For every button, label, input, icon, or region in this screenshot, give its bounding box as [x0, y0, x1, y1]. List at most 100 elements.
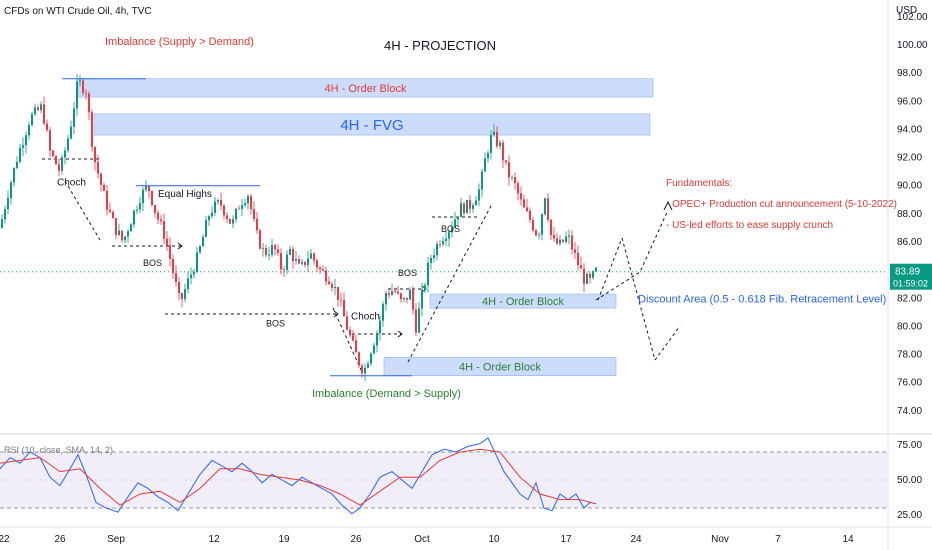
candle-body — [214, 201, 216, 213]
price-tick-label: 102.00 — [897, 12, 928, 23]
candle-body — [103, 184, 105, 191]
candle-body — [592, 271, 594, 278]
candle-body — [352, 335, 354, 341]
candle-body — [151, 191, 153, 206]
candle-body — [430, 258, 432, 263]
zone-label: 4H - FVG — [340, 117, 403, 134]
time-tick-label: 17 — [560, 534, 572, 545]
candle-body — [508, 162, 510, 178]
candle-body — [457, 216, 459, 220]
rsi-tick-label: 75.00 — [897, 440, 922, 451]
candle-body — [25, 135, 27, 146]
time-tick-label: 14 — [842, 534, 854, 545]
candle-body — [43, 104, 45, 124]
candle-body — [37, 107, 39, 111]
candle-body — [289, 249, 291, 255]
candle-body — [343, 300, 345, 317]
candle-body — [460, 203, 462, 217]
last-price-value: 83.89 — [895, 267, 920, 278]
zone-label: 4H - Order Block — [459, 362, 541, 374]
candle-body — [544, 198, 546, 215]
candle-body — [244, 203, 246, 206]
candle-body — [574, 249, 576, 253]
candle-body — [472, 205, 474, 209]
candle-body — [586, 273, 588, 284]
arrowhead — [397, 330, 403, 338]
candle-body — [169, 245, 171, 260]
rsi-line — [0, 437, 597, 515]
candle-body — [307, 258, 309, 265]
candle-body — [82, 80, 84, 93]
candle-body — [100, 173, 102, 185]
candle-body — [388, 293, 390, 295]
candle-body — [154, 205, 156, 213]
candle-body — [49, 130, 51, 151]
candle-body — [505, 160, 507, 163]
candle-body — [319, 267, 321, 270]
candle-body — [394, 291, 396, 292]
candle-body — [250, 196, 252, 210]
candle-body — [241, 205, 243, 209]
candle-body — [469, 199, 471, 209]
candle-body — [412, 289, 414, 310]
price-tick-label: 78.00 — [897, 350, 922, 361]
candle-body — [31, 114, 33, 126]
candle-body — [418, 308, 420, 333]
candle-body — [373, 345, 375, 354]
candle-body — [265, 247, 267, 255]
candle-body — [496, 131, 498, 147]
time-tick-label: 12 — [208, 534, 220, 545]
last-price-countdown: 01:59:02 — [893, 279, 928, 289]
currency-label: USD — [896, 5, 917, 16]
candle-body — [88, 93, 90, 113]
candle-body — [199, 246, 201, 253]
price-tick-label: 92.00 — [897, 153, 922, 164]
candle-body — [238, 208, 240, 210]
candle-body — [298, 259, 300, 264]
candle-body — [406, 297, 408, 300]
last-price-badge — [890, 263, 932, 290]
candle-body — [517, 183, 519, 194]
candle-body — [202, 236, 204, 247]
candle-body — [355, 340, 357, 353]
candle-body — [268, 254, 270, 256]
candle-body — [172, 259, 174, 273]
candle-body — [502, 142, 504, 161]
candle-body — [175, 272, 177, 282]
candle-body — [220, 200, 222, 206]
candle-body — [358, 352, 360, 366]
candle-body — [463, 203, 465, 214]
price-tick-label: 82.00 — [897, 293, 922, 304]
candle-body — [97, 162, 99, 174]
candle-body — [196, 252, 198, 272]
candle-body — [397, 291, 399, 294]
candle-body — [511, 177, 513, 178]
candle-body — [571, 235, 573, 250]
candle-body — [28, 125, 30, 136]
annotation-label: BOS — [143, 258, 162, 268]
candle-body — [547, 198, 549, 220]
arrowhead — [333, 310, 339, 318]
candle-body — [520, 193, 522, 200]
rsi-tick-label: 50.00 — [897, 475, 922, 486]
time-tick-label: 22 — [0, 534, 10, 545]
candle-body — [340, 299, 342, 301]
candle-body — [553, 235, 555, 239]
annotation-label: BOS — [266, 318, 285, 328]
candle-body — [493, 131, 495, 136]
candle-body — [229, 218, 231, 224]
candle-body — [160, 219, 162, 222]
candle-body — [145, 185, 147, 190]
candle-body — [562, 239, 564, 242]
candle-body — [451, 227, 453, 233]
price-tick-label: 90.00 — [897, 181, 922, 192]
candle-body — [370, 353, 372, 364]
rsi-tick-label: 25.00 — [897, 510, 922, 521]
time-tick-label: 19 — [278, 534, 290, 545]
time-tick-label: 10 — [488, 534, 500, 545]
fundamentals-item: - OPEC+ Production cut announcement (5-1… — [666, 199, 897, 210]
candle-body — [277, 249, 279, 254]
candle-body — [136, 209, 138, 211]
rsi-band — [0, 452, 888, 508]
